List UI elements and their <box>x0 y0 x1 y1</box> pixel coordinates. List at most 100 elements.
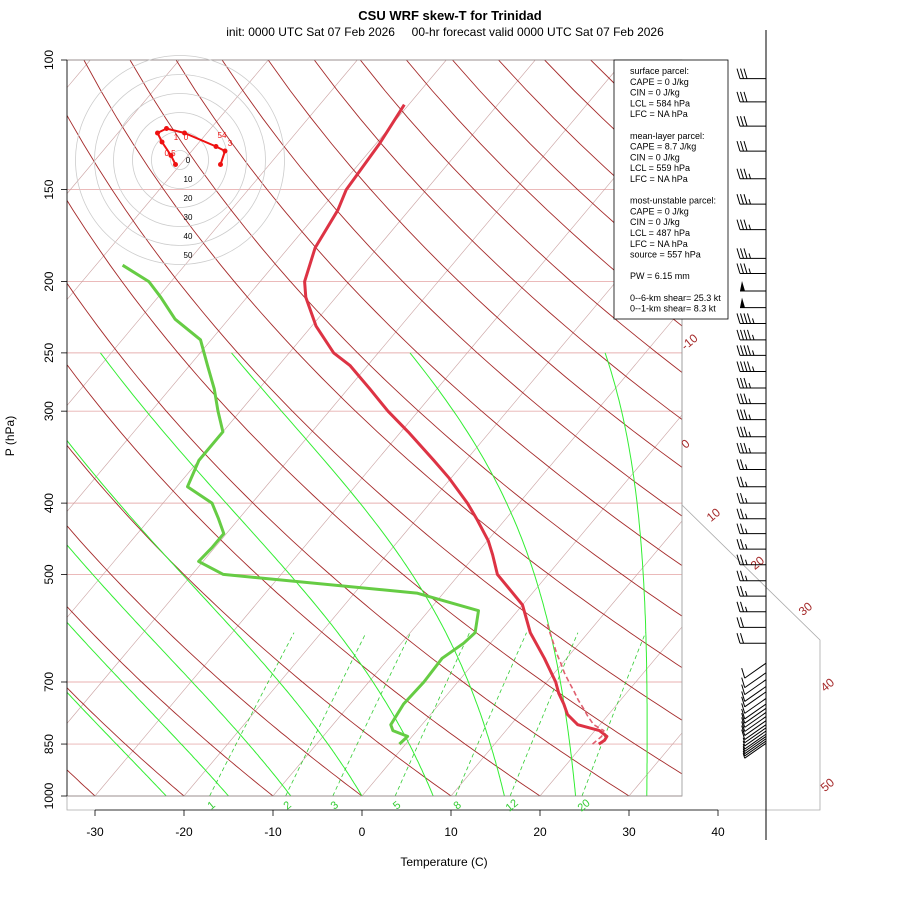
moist-adiabat-line <box>100 352 434 796</box>
barb-full <box>743 426 748 437</box>
wind-barb <box>740 281 766 292</box>
wind-barb <box>736 508 766 520</box>
mixing-ratio-label: 20 <box>576 797 593 814</box>
wind-barb <box>742 730 767 747</box>
barb-half <box>742 740 746 747</box>
stats-line: LFC = NA hPa <box>630 174 688 184</box>
stats-line: LFC = NA hPa <box>630 239 688 249</box>
barb-full <box>736 361 741 372</box>
isotherm-label: 10 <box>704 505 723 525</box>
mixing-ratio-line <box>455 632 527 796</box>
wind-barb <box>736 476 766 488</box>
hodo-point <box>155 130 160 136</box>
wind-barb <box>741 703 767 720</box>
stats-line: CIN = 0 J/kg <box>630 88 680 98</box>
barb-full <box>736 617 741 628</box>
y-tick-label: 300 <box>42 401 56 421</box>
wind-barb <box>741 686 767 702</box>
barb-full <box>741 725 746 736</box>
barb-full <box>740 377 744 389</box>
wind-barb <box>742 738 767 755</box>
barb-full <box>736 168 741 179</box>
barb-full <box>736 248 741 259</box>
barb-half <box>742 743 746 750</box>
wind-barb <box>736 601 766 613</box>
barb-full <box>740 508 744 519</box>
wind-barb <box>736 442 766 454</box>
wind-barb <box>736 539 766 550</box>
barb-full <box>740 91 744 103</box>
barb-full <box>741 677 746 688</box>
barb-full <box>736 194 741 205</box>
barb-shaft <box>744 679 767 696</box>
dry-adiabat-lines <box>67 60 900 796</box>
barb-shaft <box>744 736 767 752</box>
wind-barb <box>736 409 766 421</box>
outer-frame <box>66 504 821 811</box>
wind-barb <box>741 679 767 696</box>
barb-full <box>741 684 746 695</box>
barb-full <box>743 263 748 274</box>
plot-frame <box>66 59 683 797</box>
barb-shaft <box>744 720 767 736</box>
barb-shaft <box>744 738 767 755</box>
wind-barb <box>742 736 767 752</box>
barb-full <box>736 476 741 487</box>
dry-adiabat-line <box>867 60 900 796</box>
barb-half <box>745 559 748 565</box>
barb-half <box>742 737 746 743</box>
hodo-ring-label: 40 <box>184 232 193 241</box>
barb-half <box>748 431 751 437</box>
dry-adiabat-line <box>67 199 682 775</box>
wind-barb <box>736 617 766 628</box>
barb-full <box>736 409 741 420</box>
wind-barb <box>741 724 767 740</box>
dry-adiabat-line <box>313 60 682 421</box>
dry-adiabat-line <box>267 60 682 468</box>
barb-shaft <box>744 707 767 724</box>
barb-full <box>740 633 744 644</box>
barb-full <box>743 141 748 152</box>
hodo-ring-label: 20 <box>184 194 193 203</box>
barb-half <box>748 199 751 205</box>
wind-barb <box>736 585 766 597</box>
wind-barb <box>741 720 767 736</box>
barb-full <box>743 409 748 420</box>
barb-full <box>747 329 751 340</box>
wind-barb <box>736 426 766 438</box>
wind-barb <box>736 313 766 324</box>
moist-adiabat-line <box>409 352 577 796</box>
stats-line: 0--1-km shear= 8.3 kt <box>630 304 716 314</box>
dry-adiabat-line <box>67 687 185 796</box>
barb-full <box>740 617 744 628</box>
stats-line: CAPE = 0 J/kg <box>630 77 689 87</box>
barb-flag <box>740 297 745 308</box>
barb-full <box>743 313 748 324</box>
chart-subtitle: init: 0000 UTC Sat 07 Feb 2026 00-hr for… <box>226 25 664 39</box>
mixing-ratio-line <box>209 632 295 796</box>
isotherm-line <box>0 60 1 796</box>
barb-half <box>748 224 751 230</box>
wind-barb <box>736 263 766 274</box>
wind-barb <box>736 377 766 389</box>
barb-shaft <box>744 712 767 728</box>
wind-barb <box>736 68 766 80</box>
barb-full <box>736 263 741 274</box>
barb-full <box>736 68 741 79</box>
barb-full <box>740 476 744 487</box>
barb-half <box>745 528 748 534</box>
barb-full <box>743 219 748 230</box>
dry-adiabat-line <box>67 444 452 796</box>
stats-line: surface parcel: <box>630 66 689 76</box>
barb-half <box>745 481 748 487</box>
barb-half <box>752 366 755 372</box>
wind-barb <box>741 672 767 689</box>
wind-barb <box>742 733 767 750</box>
stats-line: CAPE = 0 J/kg <box>630 206 689 216</box>
hodo-point-label: 0 <box>184 133 189 142</box>
x-axis-ticks: -30 -20 -10 0 10 20 30 40 <box>86 809 725 839</box>
stats-line: 0--6-km shear= 25.3 kt <box>630 293 721 303</box>
y-tick-label: 150 <box>42 179 56 199</box>
moist-adiabat-line <box>67 691 167 796</box>
dry-adiabat-line <box>775 60 900 796</box>
